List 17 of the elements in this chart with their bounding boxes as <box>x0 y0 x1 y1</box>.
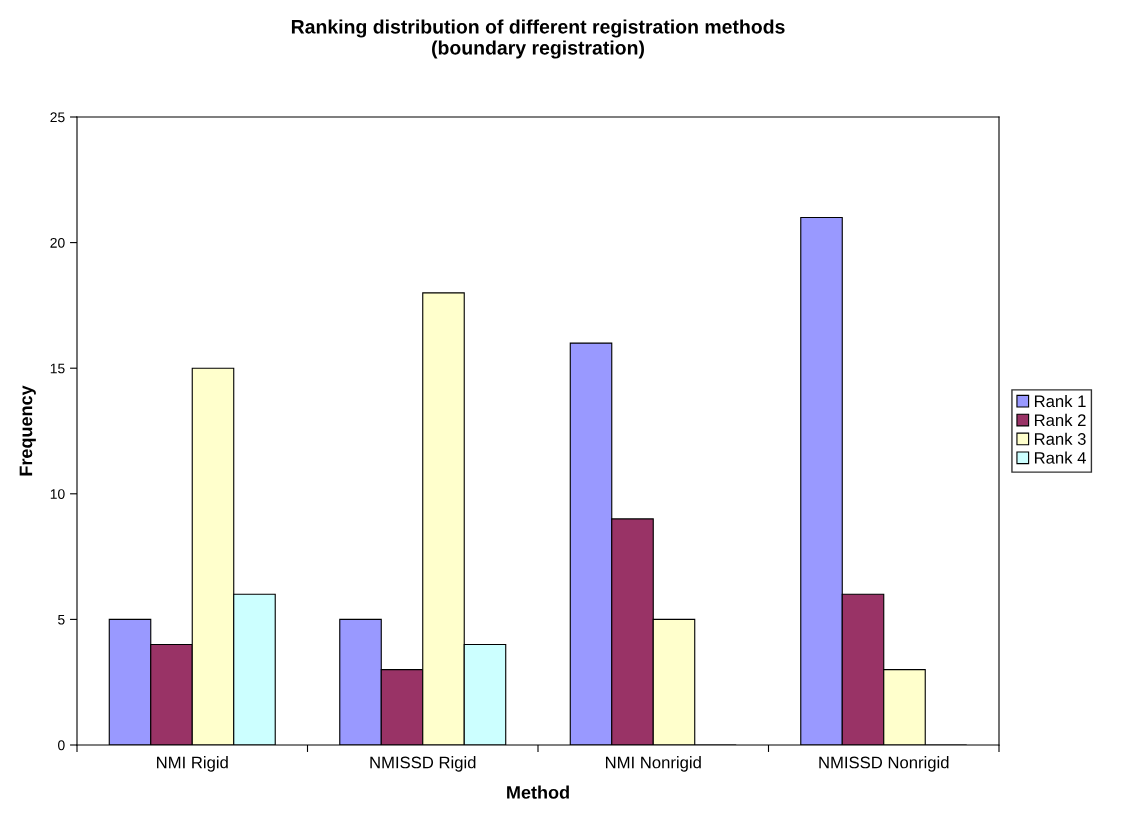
chart-title: Ranking distribution of different registration methods (boundary registration) <box>291 19 785 59</box>
y-axis-title: Frequency <box>19 385 36 476</box>
y-tick-label: 10 <box>50 489 65 499</box>
y-tick-label: 0 <box>58 740 65 751</box>
y-tick-label: 20 <box>50 237 65 248</box>
x-tick-label: NMISSD Nonrigid <box>819 756 949 772</box>
legend-label: Rank 1 <box>1034 394 1086 408</box>
x-tick-label: NMISSD Rigid <box>370 756 476 772</box>
legend-label: Rank 4 <box>1034 451 1086 464</box>
x-axis-title: Method <box>507 785 569 799</box>
y-tick-label: 25 <box>50 112 65 123</box>
y-tick-label: 15 <box>50 363 65 374</box>
legend-label: Rank 3 <box>1034 432 1086 445</box>
x-tick-label: NMI Rigid <box>157 756 228 772</box>
y-tick-label: 5 <box>58 614 65 625</box>
x-tick-label: NMI Nonrigid <box>605 756 701 772</box>
legend-label: Rank 2 <box>1034 413 1086 427</box>
